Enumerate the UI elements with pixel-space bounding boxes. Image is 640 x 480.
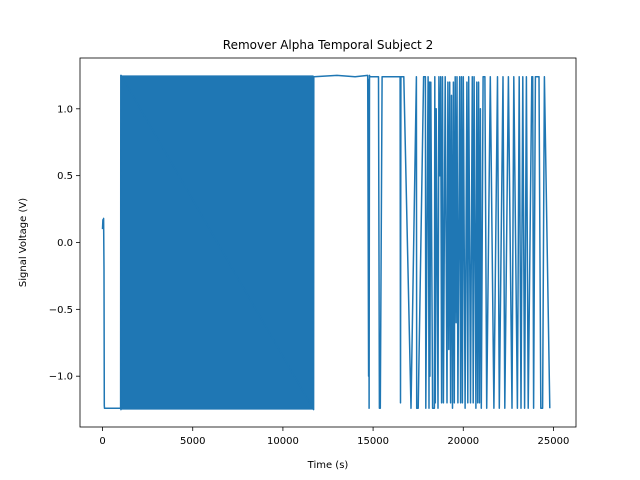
- x-tick-label: 10000: [267, 436, 299, 447]
- x-axis: 0 5000 10000 15000 20000 25000: [99, 427, 569, 447]
- plot-area: [101, 74, 551, 411]
- y-axis-label: Signal Voltage (V): [18, 198, 29, 287]
- y-axis: −1.0 −0.5 0.0 0.5 1.0: [49, 104, 80, 383]
- axes-frame: [79, 57, 577, 428]
- x-axis-label: Time (s): [307, 460, 349, 471]
- y-tick-label: 0.0: [57, 238, 73, 249]
- y-tick-label: 0.5: [57, 171, 73, 182]
- x-tick-label: 0: [99, 436, 105, 447]
- y-tick-label: −0.5: [49, 305, 73, 316]
- chart-title: Remover Alpha Temporal Subject 2: [223, 38, 433, 52]
- x-tick-label: 20000: [447, 436, 479, 447]
- x-tick-label: 15000: [357, 436, 389, 447]
- x-tick-label: 5000: [180, 436, 205, 447]
- y-tick-label: −1.0: [49, 372, 73, 383]
- y-tick-label: 1.0: [57, 104, 73, 115]
- signal-line: [101, 74, 551, 411]
- x-tick-label: 25000: [538, 436, 570, 447]
